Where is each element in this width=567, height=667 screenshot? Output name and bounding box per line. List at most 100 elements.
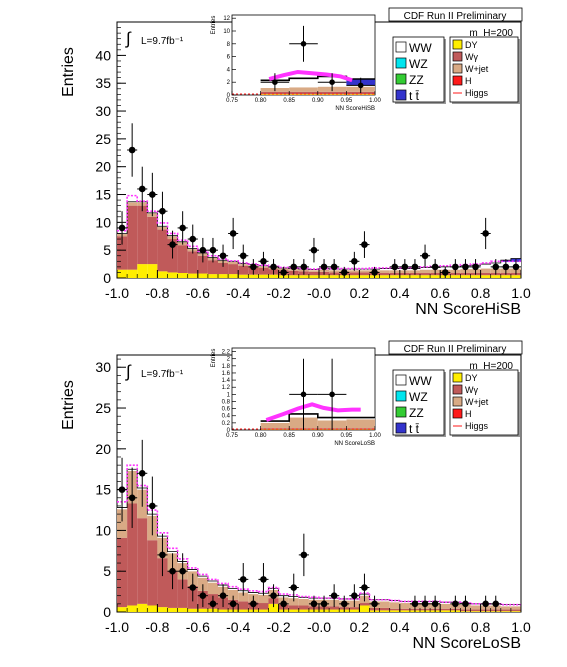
- data-point: [502, 263, 510, 271]
- data-point: [280, 600, 287, 608]
- hist-bar-dy: [480, 275, 491, 278]
- hist-bar-w: [329, 606, 340, 610]
- hist-bar-dy: [389, 610, 400, 612]
- hist-bar-dy: [157, 607, 168, 612]
- data-point: [138, 470, 146, 477]
- data-point: [351, 592, 358, 599]
- hist-bar-wjet: [379, 270, 390, 273]
- inset-y-tick-label: 1: [227, 392, 231, 398]
- x-tick-label: 0.6: [430, 285, 450, 301]
- mass-label: m_H=200: [469, 28, 513, 39]
- data-point: [421, 600, 429, 608]
- hist-bar-wjet: [480, 268, 491, 273]
- data-point: [492, 263, 500, 271]
- x-tick-label: -1.0: [105, 285, 129, 301]
- hist-bar-w: [127, 205, 138, 270]
- legend-label: WZ: [409, 57, 428, 71]
- hist-bar-wjet: [298, 598, 309, 606]
- hist-bar-dy: [379, 275, 390, 278]
- legend-label: DY: [465, 373, 478, 383]
- inset-x-tick-label: 0.85: [283, 98, 295, 104]
- hist-bar-dy: [349, 609, 360, 612]
- inset-y-tick-label: 0.2: [222, 421, 231, 427]
- x-axis-label: NN ScoreLoSB: [413, 635, 522, 652]
- inset-y-tick-label: 1.8: [222, 364, 231, 370]
- legend-swatch: [395, 89, 407, 101]
- hist-bar-dy: [490, 275, 501, 278]
- data-point: [371, 600, 378, 608]
- data-point: [340, 600, 348, 608]
- x-tick-label: -0.6: [186, 619, 210, 635]
- hist-bar-dy: [510, 275, 521, 278]
- data-point: [199, 246, 207, 254]
- hist-bar-dy: [197, 608, 208, 612]
- hist-bar-dy: [197, 273, 208, 278]
- hist-bar-w: [167, 571, 178, 608]
- data-point: [209, 600, 217, 608]
- y-tick-label: 5: [103, 563, 111, 579]
- hist-bar-dy: [147, 605, 158, 612]
- hist-bar-dy: [349, 275, 360, 278]
- legend-swatch: [395, 422, 407, 434]
- data-point: [411, 600, 419, 608]
- hist-bar-dy: [500, 611, 511, 612]
- hist-bar-wjet: [308, 270, 319, 272]
- legend-swatch: [395, 57, 407, 69]
- hist-bar-ww: [207, 580, 218, 583]
- x-tick-label: 0.2: [350, 619, 370, 635]
- x-tick-label: 0.4: [390, 619, 410, 635]
- x-tick-label: -0.6: [186, 285, 210, 301]
- hist-bar-w: [238, 601, 249, 610]
- hist-bar-dy: [288, 609, 299, 612]
- hist-bar-w: [288, 605, 299, 610]
- inset-y-tick-label: 0: [227, 93, 231, 99]
- hist-bar-w: [420, 272, 431, 276]
- title-box: [388, 7, 523, 22]
- hist-bar-dy: [187, 273, 198, 278]
- hist-bar-w: [349, 607, 360, 610]
- mass-label: m_H=200: [469, 361, 513, 372]
- data-point: [209, 246, 217, 254]
- data-point: [138, 185, 146, 193]
- hist-bar-w: [187, 251, 198, 274]
- hist-bar-w: [177, 245, 188, 273]
- y-axis-label: Entries: [60, 47, 77, 97]
- y-tick-label: 25: [95, 400, 111, 416]
- data-point: [169, 567, 176, 575]
- inset-y-tick-label: 12: [223, 16, 230, 22]
- luminosity-label: L=9.7fb⁻¹: [141, 369, 184, 380]
- data-point: [482, 230, 489, 237]
- inset-hist-bar: [317, 94, 347, 95]
- data-point: [239, 252, 247, 260]
- hist-bar-w: [349, 272, 360, 276]
- data-point: [361, 584, 368, 591]
- hist-bar-ww: [187, 569, 198, 572]
- legend-label: H: [465, 76, 472, 86]
- data-point: [310, 600, 318, 608]
- hist-bar-wjet: [379, 601, 390, 608]
- hist-bar-wjet: [510, 606, 521, 610]
- legend-swatch: [452, 51, 463, 62]
- hist-bar-wjet: [207, 582, 218, 595]
- x-tick-label: 1.0: [511, 619, 531, 635]
- inset-y-tick-label: 8: [227, 42, 231, 48]
- hist-bar-dy: [137, 603, 148, 612]
- data-point: [260, 258, 267, 265]
- hist-bar-dy: [268, 603, 279, 612]
- inset-higgs-line: [265, 402, 361, 422]
- data-point: [270, 263, 277, 271]
- hist-bar-wjet: [288, 598, 299, 606]
- y-tick-label: 15: [95, 187, 111, 203]
- data-point: [431, 600, 439, 608]
- hist-bar-dy: [420, 275, 431, 278]
- hist-bar-wjet: [420, 269, 431, 273]
- hist-bar-w: [308, 271, 319, 276]
- inset-y-axis-label: Entries: [211, 349, 217, 368]
- inset-x-tick-label: 0.80: [255, 433, 267, 439]
- data-point: [270, 592, 277, 599]
- hist-bar-wjet: [399, 603, 410, 609]
- y-tick-label: 40: [95, 47, 111, 63]
- hist-bar-w: [147, 216, 158, 265]
- inset-y-tick-label: 10: [223, 29, 230, 35]
- legend-label: WW: [409, 374, 432, 388]
